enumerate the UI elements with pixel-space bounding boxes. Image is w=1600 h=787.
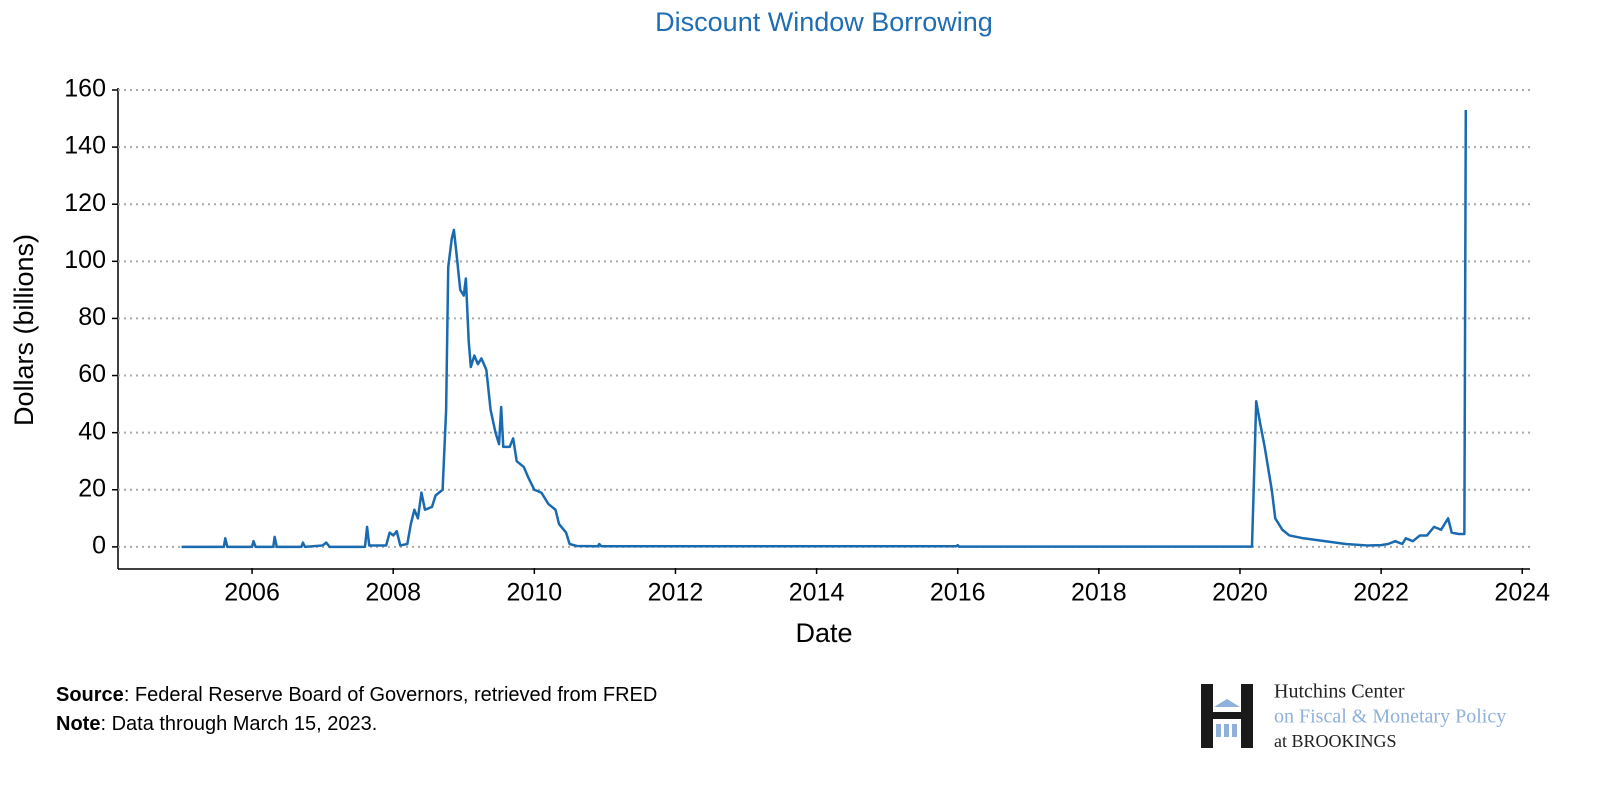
x-tick-label: 2022 xyxy=(1353,579,1409,607)
y-tick-label: 20 xyxy=(78,474,106,502)
y-axis-label: Dollars (billions) xyxy=(9,234,39,426)
y-tick-label: 60 xyxy=(78,360,106,388)
data-line xyxy=(181,109,1468,549)
note-label: Note xyxy=(56,713,100,735)
source-text: : Federal Reserve Board of Governors, re… xyxy=(124,684,658,706)
chart-title: Discount Window Borrowing xyxy=(655,7,993,37)
source: Source: Federal Reserve Board of Governo… xyxy=(56,684,657,706)
x-tick-label: 2010 xyxy=(507,579,563,607)
logo-line: at BROOKINGS xyxy=(1274,731,1397,751)
y-tick-label: 120 xyxy=(64,189,106,217)
source-label: Source xyxy=(56,684,124,706)
x-tick-label: 2020 xyxy=(1212,579,1268,607)
y-tick-label: 80 xyxy=(78,303,106,331)
y-tick-label: 160 xyxy=(64,75,106,103)
y-tick-label: 40 xyxy=(78,417,106,445)
y-tick-label: 0 xyxy=(92,531,106,559)
note: Note: Data through March 15, 2023. xyxy=(56,713,377,735)
y-tick-label: 140 xyxy=(64,132,106,160)
logo-line: on Fiscal & Monetary Policy xyxy=(1274,706,1506,728)
x-tick-label: 2024 xyxy=(1494,579,1550,607)
x-tick-label: 2014 xyxy=(789,579,845,607)
logo-mark xyxy=(1201,684,1253,748)
x-tick-label: 2006 xyxy=(224,579,280,607)
x-tick-label: 2008 xyxy=(365,579,421,607)
x-tick-label: 2012 xyxy=(648,579,704,607)
x-tick-label: 2016 xyxy=(930,579,986,607)
y-tick-label: 100 xyxy=(64,246,106,274)
note-text: : Data through March 15, 2023. xyxy=(100,713,377,735)
logo-line: Hutchins Center xyxy=(1274,681,1405,703)
x-tick-label: 2018 xyxy=(1071,579,1127,607)
x-axis-label: Date xyxy=(795,618,852,648)
